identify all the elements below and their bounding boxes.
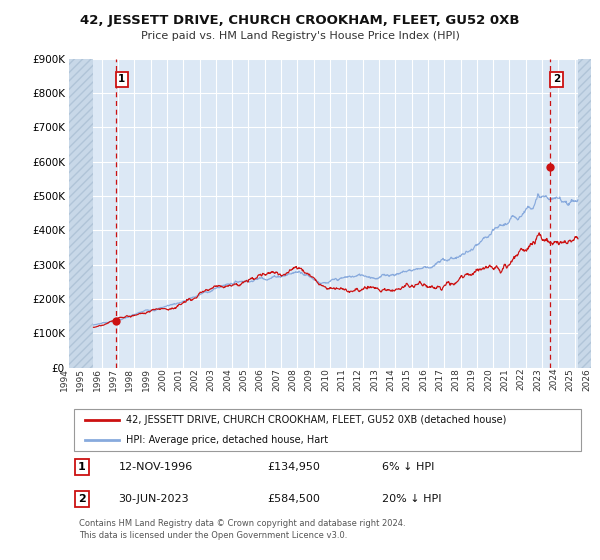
Text: 2014: 2014: [386, 368, 395, 390]
Text: 1: 1: [118, 74, 125, 85]
Text: 2023: 2023: [533, 368, 542, 390]
Text: 1995: 1995: [76, 368, 85, 391]
Text: 2005: 2005: [239, 368, 248, 391]
Text: 2003: 2003: [207, 368, 216, 391]
Text: £134,950: £134,950: [268, 462, 320, 472]
Text: 1: 1: [78, 462, 86, 472]
Text: 2019: 2019: [468, 368, 477, 391]
Text: 2013: 2013: [370, 368, 379, 391]
Text: 2012: 2012: [353, 368, 362, 390]
Text: 2020: 2020: [484, 368, 493, 390]
Text: 2017: 2017: [435, 368, 444, 391]
Text: 6% ↓ HPI: 6% ↓ HPI: [382, 462, 434, 472]
Bar: [578, 59, 591, 368]
Text: 2016: 2016: [419, 368, 428, 391]
Text: 2009: 2009: [305, 368, 314, 391]
Bar: [69, 59, 94, 368]
Text: 2002: 2002: [191, 368, 199, 390]
Text: 2001: 2001: [174, 368, 183, 391]
Text: 2007: 2007: [272, 368, 281, 391]
Text: Contains HM Land Registry data © Crown copyright and database right 2024.
This d: Contains HM Land Registry data © Crown c…: [79, 519, 406, 540]
Text: 2008: 2008: [289, 368, 298, 391]
Text: 2006: 2006: [256, 368, 265, 391]
Text: 2024: 2024: [550, 368, 559, 390]
Text: Price paid vs. HM Land Registry's House Price Index (HPI): Price paid vs. HM Land Registry's House …: [140, 31, 460, 41]
Text: 2026: 2026: [582, 368, 591, 390]
Text: 2: 2: [553, 74, 560, 85]
Text: 1997: 1997: [109, 368, 118, 391]
Text: 20% ↓ HPI: 20% ↓ HPI: [382, 494, 442, 504]
Text: 1994: 1994: [60, 368, 69, 391]
FancyBboxPatch shape: [74, 409, 581, 451]
Text: 2: 2: [78, 494, 86, 504]
Text: 1999: 1999: [142, 368, 151, 391]
Text: 2000: 2000: [158, 368, 167, 391]
Text: 2025: 2025: [566, 368, 575, 390]
Text: 2022: 2022: [517, 368, 526, 390]
Text: 2010: 2010: [321, 368, 330, 391]
Text: 2018: 2018: [452, 368, 461, 391]
Text: £584,500: £584,500: [268, 494, 320, 504]
Text: 1996: 1996: [92, 368, 101, 391]
Text: 2004: 2004: [223, 368, 232, 390]
Text: HPI: Average price, detached house, Hart: HPI: Average price, detached house, Hart: [127, 436, 329, 445]
Text: 42, JESSETT DRIVE, CHURCH CROOKHAM, FLEET, GU52 0XB: 42, JESSETT DRIVE, CHURCH CROOKHAM, FLEE…: [80, 14, 520, 27]
Text: 2021: 2021: [500, 368, 509, 390]
Text: 12-NOV-1996: 12-NOV-1996: [119, 462, 193, 472]
Text: 30-JUN-2023: 30-JUN-2023: [119, 494, 189, 504]
Text: 42, JESSETT DRIVE, CHURCH CROOKHAM, FLEET, GU52 0XB (detached house): 42, JESSETT DRIVE, CHURCH CROOKHAM, FLEE…: [127, 415, 507, 425]
Text: 2015: 2015: [403, 368, 412, 391]
Text: 2011: 2011: [337, 368, 346, 391]
Text: 1998: 1998: [125, 368, 134, 391]
